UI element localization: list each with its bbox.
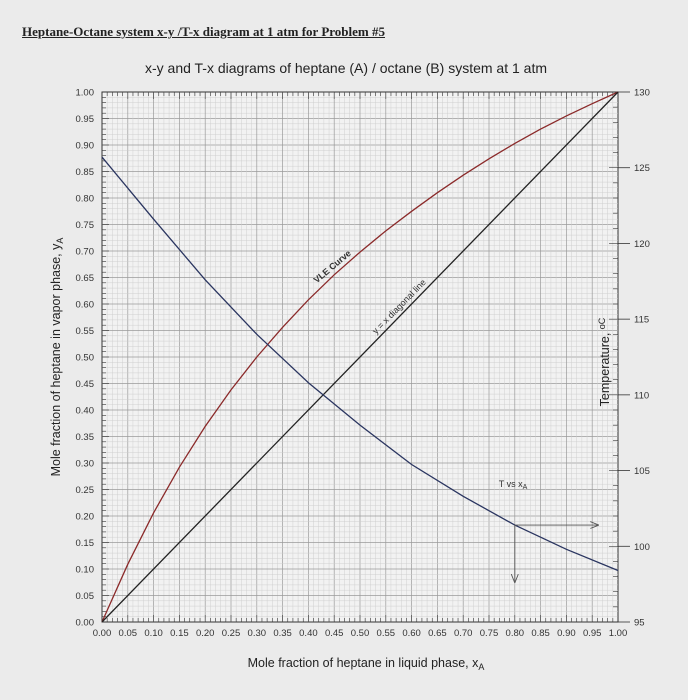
x-tick-label: 0.40 [299, 628, 318, 639]
y-tick-label: 1.00 [76, 88, 95, 99]
x-tick-labels: 0.00 0.05 0.10 0.15 0.20 0.25 0.30 0.35 0.40 0.45… [93, 628, 628, 639]
x-tick-label: 0.95 [583, 628, 602, 639]
y-tick-label: 0.40 [76, 406, 95, 417]
y2-tick-label: 95 [634, 618, 645, 629]
y-tick-label: 0.80 [76, 194, 95, 205]
y-tick-label: 0.90 [76, 141, 95, 152]
y-tick-labels: 0.00 0.05 0.10 0.15 0.20 0.25 0.30 0.35 0.40 0.45… [76, 88, 95, 629]
y2-axis-title: Temperature, oC [597, 317, 612, 406]
x-tick-label: 0.55 [377, 628, 396, 639]
x-tick-label: 0.90 [557, 628, 576, 639]
y-tick-label: 0.50 [76, 353, 95, 364]
y-tick-label: 0.15 [76, 538, 95, 549]
y2-tick-label: 125 [634, 163, 650, 174]
x-tick-label: 0.80 [506, 628, 525, 639]
x-tick-label: 0.15 [170, 628, 189, 639]
y-tick-label: 0.30 [76, 459, 95, 470]
x-tick-label: 0.30 [248, 628, 267, 639]
y2-tick-label: 100 [634, 542, 650, 553]
vle-curve-line [101, 91, 619, 623]
y-axis-title: Mole fraction of heptane in vapor phase,… [49, 238, 65, 477]
x-tick-label: 0.20 [196, 628, 215, 639]
y-tick-label: 0.75 [76, 220, 95, 231]
y2-tick-label: 130 [634, 88, 650, 99]
y-tick-label: 0.70 [76, 247, 95, 258]
y-tick-label: 0.45 [76, 379, 95, 390]
y2-tick-label: 115 [634, 315, 649, 326]
t-vs-x-label: T vs xA [499, 479, 528, 491]
t-vs-x-line [101, 156, 619, 572]
x-tick-label: 0.70 [454, 628, 473, 639]
frame-ticks [101, 91, 619, 623]
x-tick-label: 1.00 [609, 628, 628, 639]
x-tick-label: 0.10 [144, 628, 163, 639]
y-tick-label: 0.10 [76, 565, 95, 576]
y-tick-label: 0.65 [76, 273, 95, 284]
x-tick-label: 0.50 [351, 628, 370, 639]
y-tick-label: 0.55 [76, 326, 95, 337]
x-tick-label: 0.25 [222, 628, 241, 639]
x-tick-label: 0.00 [93, 628, 112, 639]
guide-lines [515, 525, 598, 582]
x-tick-label: 0.05 [119, 628, 138, 639]
y2-tick-labels: 95 100 105 110 115 120 125 130 [618, 88, 650, 629]
x-tick-label: 0.60 [402, 628, 421, 639]
y-tick-label: 0.35 [76, 432, 95, 443]
series-layer [101, 91, 619, 623]
y2-tick-label: 105 [634, 466, 650, 477]
y2-tick-label: 110 [634, 390, 649, 401]
x-tick-label: 0.65 [428, 628, 447, 639]
x-tick-label: 0.45 [325, 628, 344, 639]
chart-title: x-y and T-x diagrams of heptane (A) / oc… [145, 60, 547, 76]
y-tick-label: 0.60 [76, 300, 95, 311]
grid-lines [102, 92, 618, 622]
y-tick-label: 0.95 [76, 114, 95, 125]
y-tick-label: 0.85 [76, 167, 95, 178]
x-tick-label: 0.75 [480, 628, 499, 639]
y-tick-label: 0.05 [76, 591, 95, 602]
y-tick-label: 0.20 [76, 512, 95, 523]
document-heading: Heptane-Octane system x-y /T-x diagram a… [22, 24, 385, 39]
x-tick-label: 0.35 [273, 628, 292, 639]
x-axis-title: Mole fraction of heptane in liquid phase… [248, 656, 485, 672]
y2-tick-label: 120 [634, 239, 650, 250]
x-tick-label: 0.85 [531, 628, 550, 639]
y-tick-label: 0.25 [76, 485, 95, 496]
diagonal-line [101, 91, 619, 623]
y-tick-label: 0.00 [76, 618, 95, 629]
